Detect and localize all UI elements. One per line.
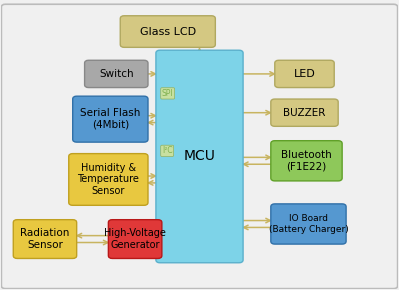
FancyBboxPatch shape: [120, 16, 215, 47]
FancyBboxPatch shape: [156, 50, 243, 263]
Text: Radiation
Sensor: Radiation Sensor: [20, 228, 70, 250]
Text: I²C: I²C: [162, 146, 172, 155]
Text: Bluetooth
(F1E22): Bluetooth (F1E22): [281, 150, 332, 172]
FancyBboxPatch shape: [109, 220, 162, 258]
FancyBboxPatch shape: [271, 99, 338, 126]
Text: High-Voltage
Generator: High-Voltage Generator: [104, 228, 166, 250]
Text: SPI: SPI: [162, 89, 174, 98]
Text: Humidity &
Temperature
Sensor: Humidity & Temperature Sensor: [77, 163, 139, 196]
Text: Switch: Switch: [99, 69, 134, 79]
FancyBboxPatch shape: [85, 60, 148, 88]
Text: IO Board
(Battery Charger): IO Board (Battery Charger): [269, 214, 348, 234]
FancyBboxPatch shape: [69, 154, 148, 205]
FancyBboxPatch shape: [271, 141, 342, 181]
FancyBboxPatch shape: [271, 204, 346, 244]
Text: Glass LCD: Glass LCD: [140, 27, 196, 37]
Text: MCU: MCU: [184, 149, 215, 164]
FancyBboxPatch shape: [13, 220, 77, 258]
FancyBboxPatch shape: [1, 4, 398, 289]
Text: BUZZER: BUZZER: [283, 108, 326, 118]
Text: LED: LED: [294, 69, 315, 79]
FancyBboxPatch shape: [73, 96, 148, 142]
FancyBboxPatch shape: [275, 60, 334, 88]
Text: Serial Flash
(4Mbit): Serial Flash (4Mbit): [80, 108, 140, 130]
